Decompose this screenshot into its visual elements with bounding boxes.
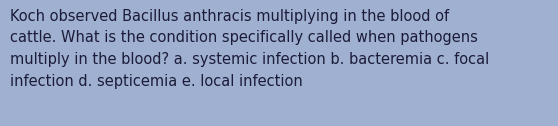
Text: Koch observed Bacillus anthracis multiplying in the blood of
cattle. What is the: Koch observed Bacillus anthracis multipl… [10, 9, 489, 89]
